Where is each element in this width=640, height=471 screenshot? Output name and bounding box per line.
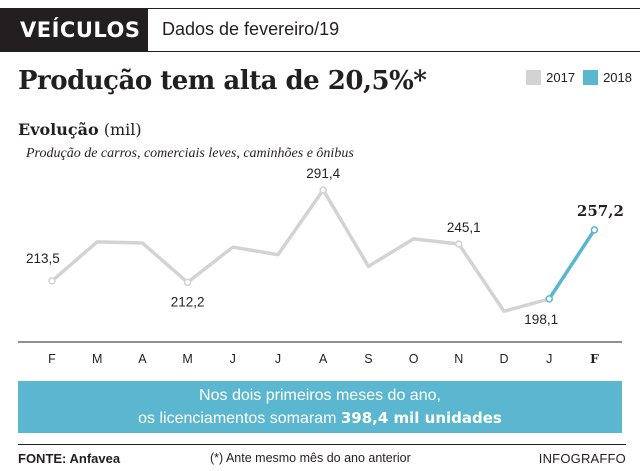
highlight-line-2-bold: 398,4 mil unidades — [340, 409, 502, 427]
data-point-0 — [48, 277, 56, 285]
legend-swatch-2018 — [583, 70, 599, 85]
data-point-9 — [455, 240, 463, 248]
legend-label-2017: 2017 — [546, 70, 576, 85]
data-point-6 — [319, 186, 327, 194]
legend-item-2018: 2018 — [583, 70, 632, 85]
data-point-3 — [183, 278, 192, 287]
data-label-9: 245,1 — [447, 220, 481, 235]
x-tick-label-8: O — [409, 352, 419, 366]
chart-title: Evolução (mil) — [18, 120, 142, 139]
x-tick-label-1: M — [92, 352, 102, 366]
data-label-0: 213,5 — [26, 251, 60, 266]
legend-item-2017: 2017 — [526, 70, 575, 85]
subtitle-bar: Dados de fevereiro/19 — [148, 8, 640, 52]
chart-description: Produção de carros, comerciais leves, ca… — [26, 146, 354, 161]
x-tick-label-12: F — [590, 351, 599, 366]
data-point-11 — [545, 295, 553, 303]
x-tick-label-10: D — [499, 352, 508, 366]
footer: FONTE: Anfavea (*) Ante mesmo mês do ano… — [18, 444, 626, 468]
headline: Produção tem alta de 20,5%* — [18, 66, 427, 96]
x-tick-label-9: N — [454, 352, 463, 366]
x-tick-label-7: S — [364, 352, 372, 366]
data-label-11: 198,1 — [524, 312, 558, 327]
credit: INFOGRAFFO — [538, 451, 626, 466]
series-line-2017 — [50, 188, 551, 313]
x-tick-label-0: F — [48, 352, 56, 366]
footnote-note: (*) Ante mesmo mês do ano anterior — [210, 451, 411, 465]
section-badge: VEÍCULOS — [0, 8, 148, 52]
x-tick-label-6: A — [319, 352, 328, 366]
highlight-line-2: os licenciamentos somaram 398,4 mil unid… — [18, 407, 622, 430]
data-point-12 — [590, 226, 599, 234]
highlight-line-1: Nos dois primeiros meses do ano, — [199, 387, 441, 404]
chart-title-unit: (mil) — [103, 120, 142, 139]
data-label-6: 291,4 — [306, 166, 340, 181]
legend-swatch-2017 — [526, 70, 542, 85]
line-chart: 213,5 212,2 291,4 245,1 198,1 257,2 F M A M J J A S O N… — [18, 166, 624, 366]
source: FONTE: Anfavea — [18, 451, 121, 466]
x-tick-label-3: M — [182, 352, 192, 366]
legend: 2017 2018 — [518, 70, 632, 85]
x-tick-label-11: J — [546, 352, 552, 366]
x-tick-label-4: J — [230, 352, 236, 366]
highlight-line-2-prefix: os licenciamentos somaram — [138, 410, 341, 427]
data-label-3: 212,2 — [171, 294, 205, 309]
highlight-box: Nos dois primeiros meses do ano, os lice… — [18, 381, 622, 433]
legend-label-2018: 2018 — [603, 70, 632, 85]
header: VEÍCULOS Dados de fevereiro/19 — [0, 0, 640, 54]
series-line-2018 — [547, 228, 597, 301]
subtitle: Dados de fevereiro/19 — [162, 19, 340, 39]
x-tick-label-2: A — [138, 352, 147, 366]
x-tick-label-5: J — [275, 352, 281, 366]
data-label-12: 257,2 — [577, 202, 624, 220]
chart-title-bold: Evolução — [18, 120, 99, 139]
